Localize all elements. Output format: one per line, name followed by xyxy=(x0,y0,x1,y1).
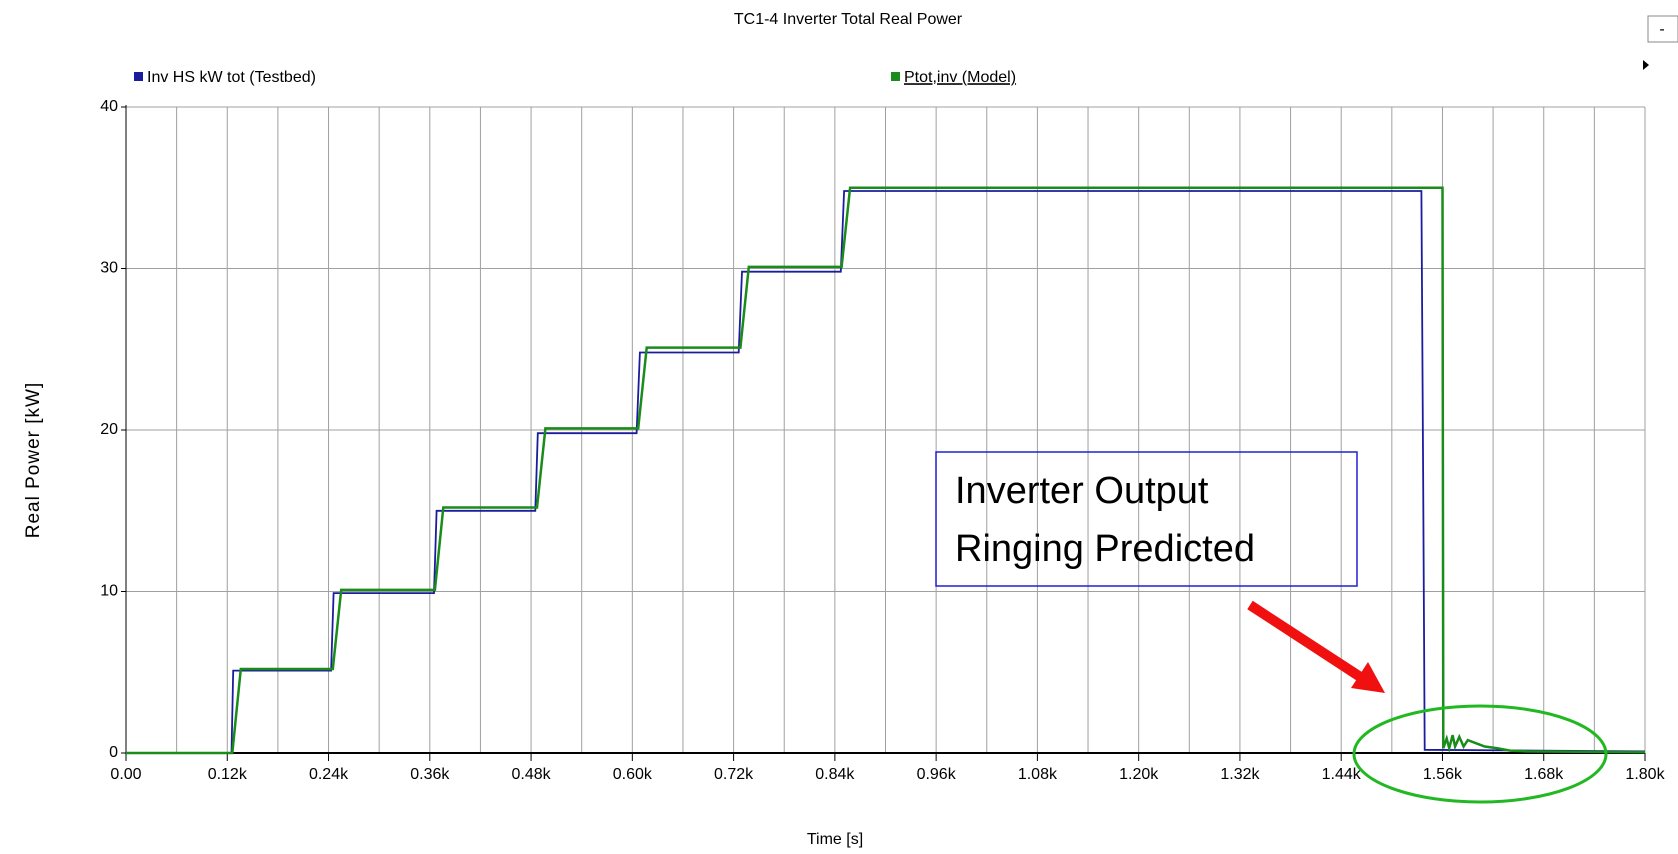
x-tick-label: 1.56k xyxy=(1423,766,1463,783)
x-tick-label: 1.32k xyxy=(1220,766,1260,783)
x-tick-label: 0.96k xyxy=(917,766,957,783)
chart-title: TC1-4 Inverter Total Real Power xyxy=(734,11,963,28)
y-tick-label: 0 xyxy=(109,744,118,761)
legend-label: Ptot,inv (Model) xyxy=(904,69,1016,86)
minimize-icon: - xyxy=(1659,21,1664,38)
scroll-arrow[interactable] xyxy=(1643,60,1649,70)
x-tick-label: 0.36k xyxy=(410,766,450,783)
x-tick-label: 0.12k xyxy=(208,766,248,783)
highlight-ellipse xyxy=(1352,704,1608,804)
x-tick-label: 0.84k xyxy=(815,766,855,783)
x-tick-label: 0.00 xyxy=(110,766,141,783)
x-tick-label: 0.60k xyxy=(613,766,653,783)
x-tick-label: 1.08k xyxy=(1018,766,1058,783)
y-tick-label: 20 xyxy=(100,421,118,438)
x-tick-label: 0.24k xyxy=(309,766,349,783)
x-tick-label: 0.72k xyxy=(714,766,754,783)
series-line xyxy=(126,186,1646,755)
legend-swatch xyxy=(891,72,900,81)
y-tick-label: 10 xyxy=(100,583,118,600)
x-tick-label: 1.80k xyxy=(1625,766,1665,783)
x-tick-label: 0.48k xyxy=(511,766,551,783)
plot-area: 0 10 20 30 40 0.00 0.12k 0.24k 0.36k 0.48k 0.60k 0.… xyxy=(100,98,1665,783)
window-control[interactable] xyxy=(1647,15,1678,43)
y-tick-label: 30 xyxy=(100,260,118,277)
legend-swatch xyxy=(134,72,143,81)
x-tick-label: 1.20k xyxy=(1119,766,1159,783)
arrow-head xyxy=(1351,662,1385,693)
arrow-shaft xyxy=(1247,600,1368,685)
series-line xyxy=(126,190,1646,754)
y-tick-label: 40 xyxy=(100,98,118,115)
x-tick-label: 1.68k xyxy=(1524,766,1564,783)
x-tick-label: 1.44k xyxy=(1322,766,1362,783)
annotation-line: Inverter Output xyxy=(955,470,1209,512)
x-axis-label: Time [s] xyxy=(807,831,863,848)
y-axis-label: Real Power [kW] xyxy=(23,382,44,538)
legend-label: Inv HS kW tot (Testbed) xyxy=(147,69,316,86)
annotation-box xyxy=(935,451,1358,587)
annotation-line: Ringing Predicted xyxy=(955,528,1255,570)
